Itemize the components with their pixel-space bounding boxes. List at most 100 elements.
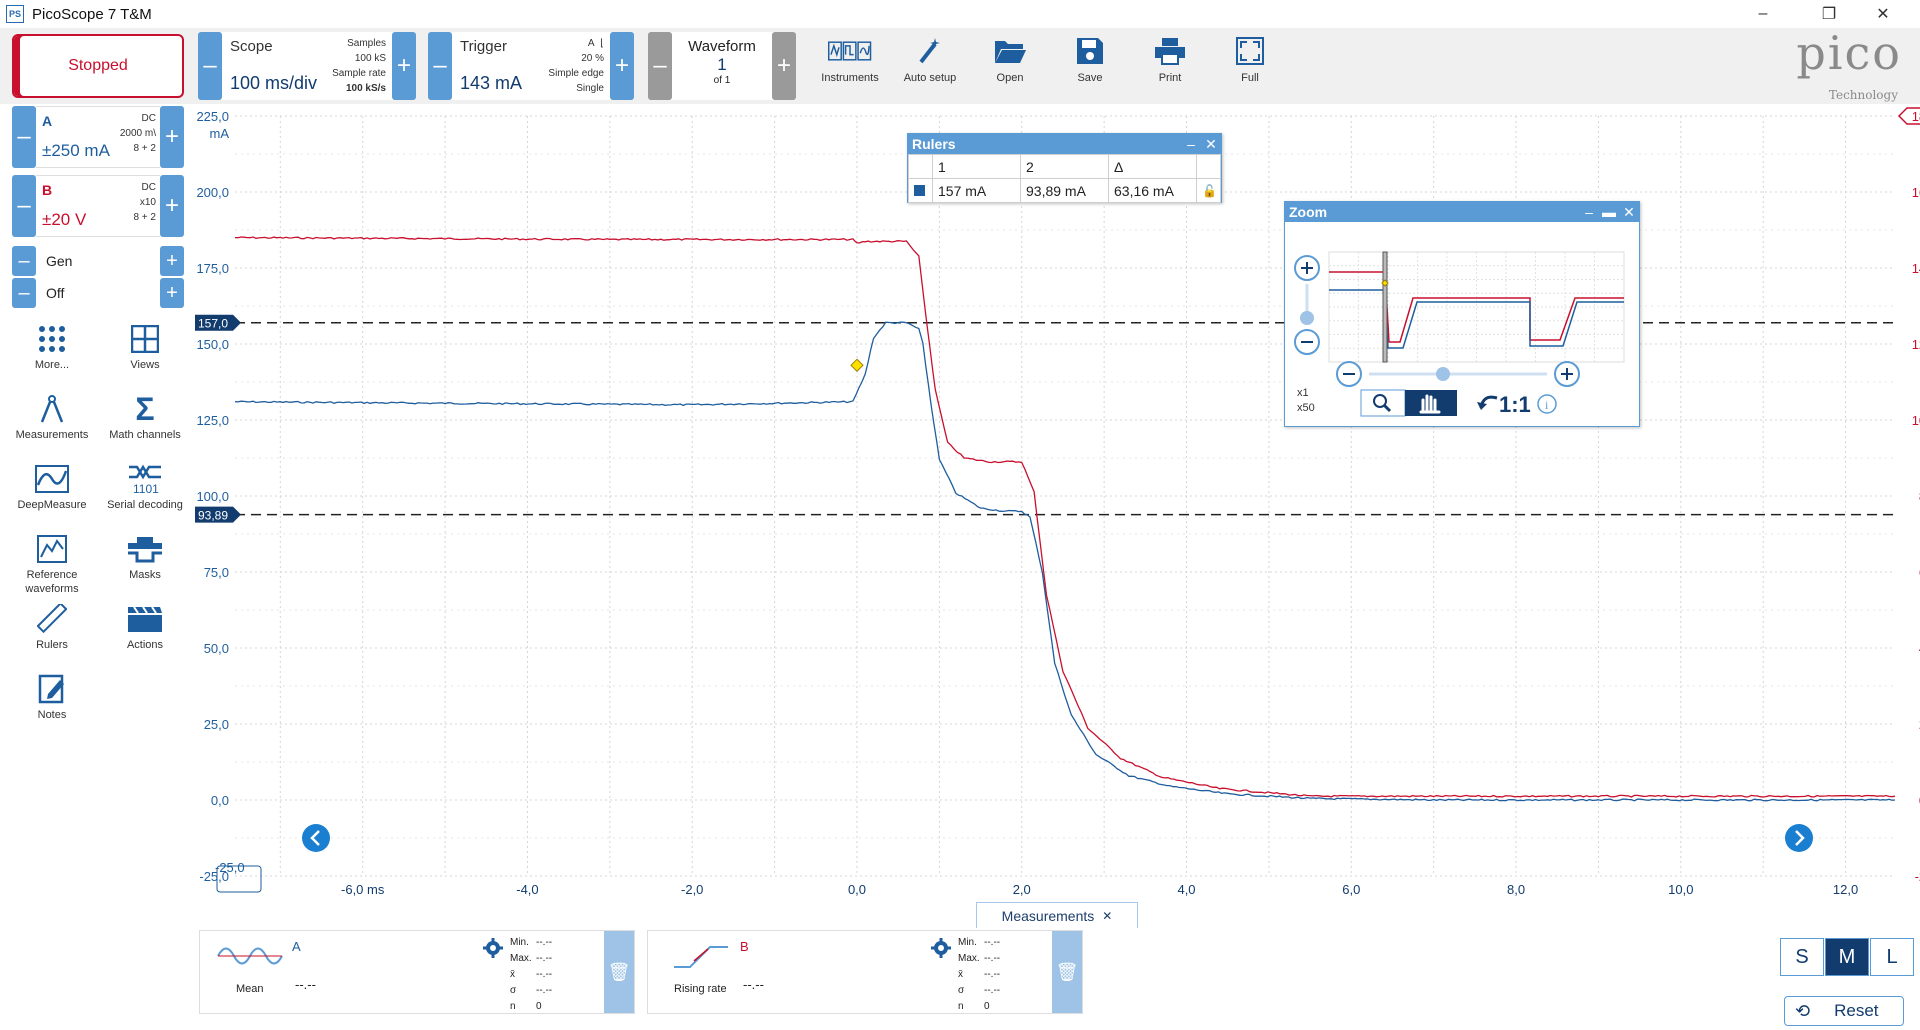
settings-gear-icon[interactable]	[930, 937, 952, 964]
ruler-1-value: 157 mA	[932, 178, 1021, 203]
size-small-button[interactable]: S	[1780, 938, 1824, 976]
auto-setup-button[interactable]: Auto setup	[890, 34, 970, 94]
waveform-plot[interactable]: 225,0 200,0 175,0 150,0 125,0 100,0 75,0 50,0 25…	[195, 104, 1920, 898]
scroll-right-button[interactable]	[1785, 824, 1813, 852]
masks-button[interactable]: Masks	[99, 532, 191, 598]
zoom-panel[interactable]: Zoom – ▬ ✕ x1 x50 1:1 i	[1284, 201, 1640, 427]
measurements-button[interactable]: Measurements	[6, 392, 98, 458]
settings-gear-icon[interactable]	[482, 937, 504, 964]
rising-edge-icon	[674, 946, 728, 968]
instruments-icon	[828, 34, 872, 68]
series-b-trace	[234, 236, 1896, 798]
reset-button[interactable]: ⟲ Reset	[1784, 996, 1904, 1026]
horizontal-zoom-slider[interactable]	[1436, 367, 1450, 381]
waveform-total: of 1	[713, 75, 731, 86]
vertical-zoom-slider[interactable]	[1300, 311, 1314, 325]
x-tick-label: -4,0	[516, 882, 538, 897]
channel-a-decrease-button[interactable]: –	[12, 106, 36, 168]
measurements-tab[interactable]: Measurements ✕	[976, 902, 1138, 928]
measurement-card-a[interactable]: A Mean --.-- Min. Max. x̄ σ n --.-- --.-…	[199, 930, 635, 1014]
deepmeasure-button[interactable]: DeepMeasure	[6, 462, 98, 528]
size-medium-button[interactable]: M	[1825, 938, 1869, 976]
zoom-info-icon[interactable]	[1537, 394, 1557, 414]
channel-a-increase-button[interactable]: +	[160, 106, 184, 168]
trigger-decrease-button[interactable]: –	[428, 32, 452, 100]
close-panel-icon[interactable]: ✕	[1205, 135, 1217, 152]
reset-history-icon: ⟲	[1795, 1000, 1811, 1021]
chevron-left-icon	[310, 830, 320, 846]
rulers-button[interactable]: Rulers	[6, 602, 98, 668]
size-large-button[interactable]: L	[1870, 938, 1914, 976]
trigger-level-value[interactable]: 143 mA	[460, 73, 523, 93]
unlock-icon[interactable]: 🔓	[1196, 178, 1221, 203]
channel-a-range[interactable]: ±250 mA	[42, 141, 110, 160]
measurement-card-b[interactable]: B Rising rate --.-- Min. Max. x̄ σ n --.…	[647, 930, 1083, 1014]
generator-state[interactable]: Off	[36, 278, 160, 308]
zoom-mini-waveform	[1329, 251, 1624, 363]
close-zoom-icon[interactable]: ✕	[1623, 203, 1635, 220]
channel-b-increase-button[interactable]: +	[160, 175, 184, 237]
views-button[interactable]: Views	[99, 322, 191, 388]
waveform-previous-button[interactable]: –	[648, 32, 672, 100]
zoom-viewport-indicator[interactable]	[1382, 251, 1388, 363]
save-icon	[1068, 34, 1112, 68]
close-window-icon[interactable]: ✕	[1876, 6, 1890, 23]
more-button[interactable]: More...	[6, 322, 98, 388]
zoom-overview[interactable]: x1 x50 1:1 i	[1285, 222, 1639, 426]
scope-increase-button[interactable]: +	[392, 32, 416, 100]
trigger-increase-button[interactable]: +	[610, 32, 634, 100]
open-button[interactable]: Open	[970, 34, 1050, 94]
full-screen-button[interactable]: Full	[1210, 34, 1290, 94]
waveform-title: Waveform	[688, 38, 756, 55]
minimize-zoom-icon[interactable]: –	[1585, 204, 1593, 220]
zoom-tool-button[interactable]	[1360, 389, 1406, 417]
close-measurements-icon[interactable]: ✕	[1102, 908, 1113, 923]
channel-b-range[interactable]: ±20 V	[42, 210, 87, 229]
generator-increase-button[interactable]: +	[160, 246, 184, 276]
serial-decoding-button[interactable]: 1101 Serial decoding	[99, 462, 191, 528]
actions-button[interactable]: Actions	[99, 602, 191, 668]
run-stop-button[interactable]: Stopped	[12, 34, 184, 98]
maximize-zoom-icon[interactable]: ▬	[1602, 204, 1616, 220]
x-tick-label: 8,0	[1507, 882, 1525, 897]
ruler-2-value: 93,89 mA	[1020, 178, 1109, 203]
scroll-left-button[interactable]	[302, 824, 330, 852]
generator-label[interactable]: Gen	[36, 246, 160, 276]
folder-open-icon	[988, 34, 1032, 68]
channel-a-name: A	[42, 113, 53, 129]
delete-measurement-icon[interactable]: 🗑	[1052, 931, 1082, 1013]
print-button[interactable]: Print	[1130, 34, 1210, 94]
generator-off-increase-button[interactable]: +	[160, 278, 184, 308]
zoom-ratio-label[interactable]: 1:1	[1499, 392, 1531, 417]
zoom-panel-title: Zoom	[1289, 204, 1328, 220]
timebase-value[interactable]: 100 ms/div	[230, 73, 318, 93]
x-tick-label: 6,0	[1342, 882, 1360, 897]
app-logo-icon: PS	[6, 5, 24, 23]
scope-decrease-button[interactable]: –	[198, 32, 222, 100]
rulers-panel[interactable]: Rulers – ✕ 1 2 Δ 157 mA 93,89 mA 63,16 m…	[907, 133, 1222, 203]
minimize-icon[interactable]: –	[1758, 5, 1768, 22]
delete-measurement-icon[interactable]: 🗑	[604, 931, 634, 1013]
samples-label: Samples	[347, 38, 386, 49]
notes-button[interactable]: Notes	[6, 672, 98, 738]
waveform-next-button[interactable]: +	[772, 32, 796, 100]
reference-waveforms-button[interactable]: Reference waveforms	[6, 532, 98, 598]
generator-decrease-button[interactable]: –	[12, 246, 36, 276]
ruler-tag	[195, 314, 241, 331]
channel-b-name: B	[42, 182, 53, 198]
serial-decoding-icon: 1101	[127, 462, 163, 496]
oscilloscope-view[interactable]: 225,0 200,0 175,0 150,0 125,0 100,0 75,0 50,0 25…	[195, 104, 1920, 898]
y-right-tick-label: 14,0	[1912, 261, 1920, 276]
math-channels-button[interactable]: Σ Math channels	[109, 390, 181, 442]
save-button[interactable]: Save	[1050, 34, 1130, 94]
generator-off-decrease-button[interactable]: –	[12, 278, 36, 308]
actions-icon	[127, 602, 163, 636]
restore-icon[interactable]: ❐	[1821, 6, 1837, 23]
minimize-panel-icon[interactable]: –	[1187, 136, 1195, 152]
channel-b-decrease-button[interactable]: –	[12, 175, 36, 237]
pico-technology-logo: pico Technology	[1796, 26, 1902, 102]
y-right-top-tag	[1897, 107, 1920, 125]
instruments-button[interactable]: Instruments	[810, 34, 890, 94]
trigger-control: – Trigger 143 mA A ⌊ 20 % Simple edge Si…	[428, 32, 634, 100]
x-tick-label: 0,0	[848, 882, 866, 897]
